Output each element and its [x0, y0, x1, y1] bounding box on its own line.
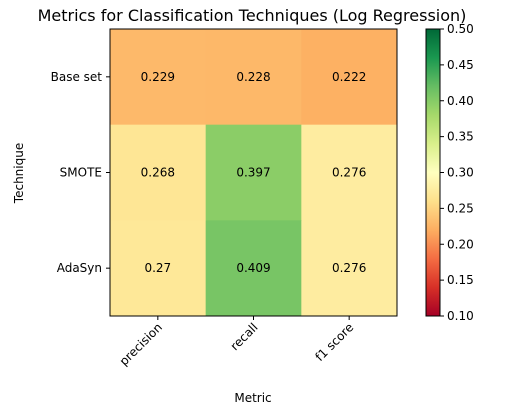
- y-axis-label: Technique: [12, 143, 26, 204]
- heatmap-cell: [110, 29, 207, 126]
- chart-title: Metrics for Classification Techniques (L…: [38, 6, 467, 25]
- heatmap-cell: [110, 124, 207, 221]
- colorbar: [425, 28, 441, 317]
- cell-value-label: 0.229: [141, 70, 175, 84]
- cell-value-label: 0.228: [236, 70, 270, 84]
- heatmap-cell: [110, 220, 207, 317]
- x-tick-label: f1 score: [313, 320, 357, 364]
- heatmap-cell: [301, 29, 398, 126]
- x-axis-ticks: precision recall f1 score: [117, 316, 357, 368]
- y-tick-label: Base set: [51, 70, 103, 84]
- x-axis-label: Metric: [234, 391, 271, 405]
- heatmap-cell: [205, 29, 302, 126]
- heatmap-cell: [301, 220, 398, 317]
- colorbar-tick-label: 0.10: [447, 309, 474, 323]
- colorbar-tick-label: 0.40: [447, 94, 474, 108]
- colorbar-tick-label: 0.50: [447, 22, 474, 36]
- heatmap-cell-labels: 0.229 0.228 0.222 0.268 0.397 0.276 0.27 0.409 0…: [141, 70, 367, 275]
- heatmap-cell: [301, 124, 398, 221]
- y-axis-ticks: Base set SMOTE AdaSyn: [51, 70, 110, 275]
- y-tick-label: SMOTE: [60, 166, 102, 180]
- colorbar-tick-label: 0.30: [447, 166, 474, 180]
- heatmap-cell: [205, 124, 302, 221]
- y-tick-label: AdaSyn: [57, 261, 102, 275]
- x-tick-label: precision: [117, 320, 165, 368]
- colorbar-tick-label: 0.45: [447, 58, 474, 72]
- cell-value-label: 0.397: [236, 166, 270, 180]
- x-tick-label: recall: [228, 320, 261, 353]
- colorbar-tick-label: 0.25: [447, 201, 474, 215]
- colorbar-tick-label: 0.15: [447, 273, 474, 287]
- colorbar-ticks: 0.10 0.15 0.20 0.25 0.30 0.35 0.40 0.45 0.50: [440, 22, 474, 323]
- colorbar-tick-label: 0.20: [447, 237, 474, 251]
- cell-value-label: 0.409: [236, 261, 270, 275]
- cell-value-label: 0.276: [332, 261, 366, 275]
- colorbar-tick-label: 0.35: [447, 130, 474, 144]
- cell-value-label: 0.268: [141, 166, 175, 180]
- cell-value-label: 0.27: [144, 261, 171, 275]
- cell-value-label: 0.222: [332, 70, 366, 84]
- heatmap-cell: [205, 220, 302, 317]
- cell-value-label: 0.276: [332, 166, 366, 180]
- heatmap-cells: [110, 29, 398, 317]
